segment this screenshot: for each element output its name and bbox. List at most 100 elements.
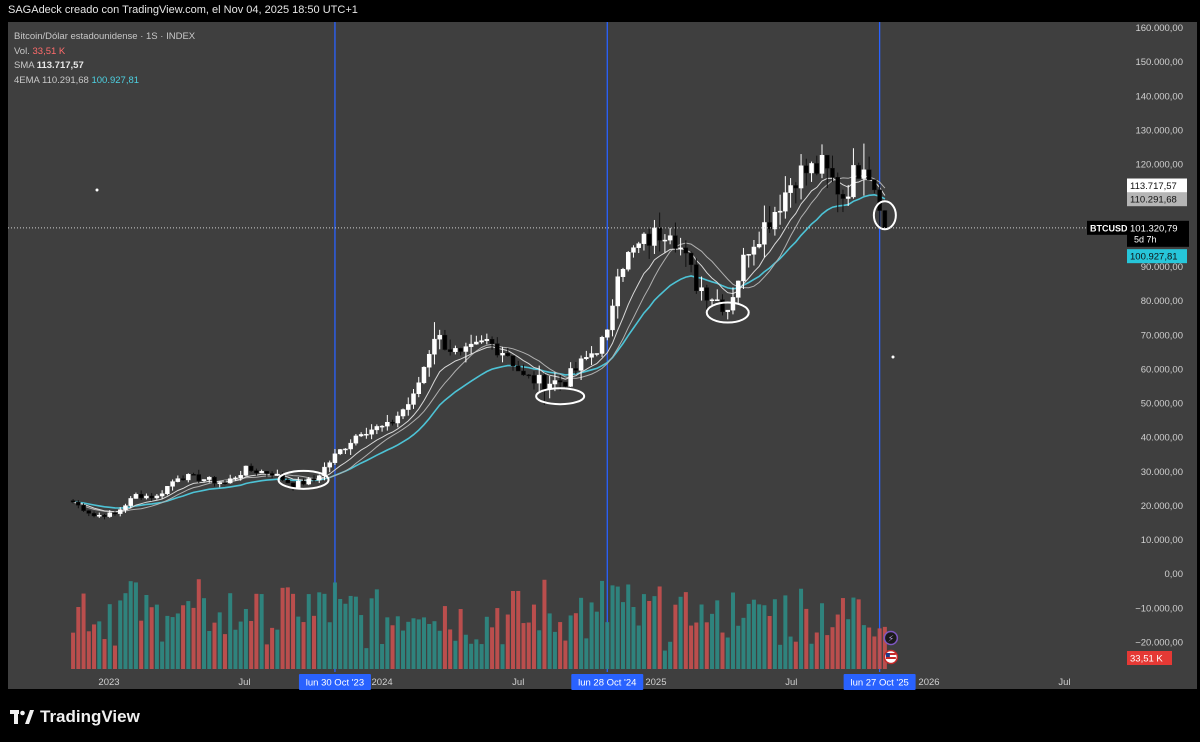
candle [259, 469, 264, 474]
volume-bar [589, 602, 594, 669]
volume-bar [500, 644, 505, 669]
volume-bar [332, 582, 337, 669]
candle-body [835, 177, 840, 195]
volume-bar [835, 614, 840, 669]
candle-body [316, 475, 322, 481]
candle [128, 496, 133, 509]
candle [531, 371, 537, 390]
volume-bar [327, 622, 332, 669]
legend-volume[interactable]: Vol. 33,51 K [14, 45, 195, 60]
volume-bar [160, 641, 165, 669]
candle-body [275, 473, 280, 476]
volume-bar [757, 604, 762, 669]
volume-bar [364, 648, 369, 669]
candle-body [411, 393, 416, 405]
candle [343, 448, 348, 455]
tradingview-logo-text: TradingView [40, 707, 140, 726]
candle-body [625, 252, 631, 270]
candle [191, 472, 196, 476]
candle [547, 376, 552, 399]
candle [605, 329, 610, 341]
candle [673, 222, 678, 253]
volume-bar [793, 641, 798, 669]
volume-bar [516, 590, 521, 669]
candle-body [746, 254, 751, 256]
candle-body [107, 512, 112, 517]
price-tick-label: 150.000,00 [1135, 57, 1183, 68]
candle [641, 232, 647, 251]
volume-price-label: 33,51 K [1127, 651, 1172, 665]
candle-body [741, 254, 746, 282]
volume-bar [741, 617, 746, 669]
candle-body [91, 513, 97, 517]
candle [212, 476, 217, 487]
candle-body [212, 476, 217, 484]
legend-vol-label: Vol. [14, 45, 30, 57]
candle-body [599, 336, 605, 354]
legend-sma[interactable]: SMA 113.717,57 [14, 59, 195, 74]
volume-bar [421, 617, 426, 669]
volume-bar [123, 593, 128, 669]
candle [411, 388, 416, 409]
volume-bar [233, 629, 238, 669]
candle [369, 424, 374, 440]
volume-bar [846, 619, 851, 669]
candle [463, 342, 469, 363]
candle [186, 473, 191, 483]
candle-body [526, 374, 531, 377]
candle-body [343, 448, 348, 451]
candle [316, 474, 322, 483]
candle [652, 219, 657, 254]
legend-vol-value: 33,51 K [32, 45, 66, 57]
sma-price-label: 113.717,57 [1127, 178, 1187, 193]
candle [332, 448, 338, 465]
candle [489, 336, 495, 350]
candle-body [81, 504, 86, 511]
volume-bar [830, 627, 835, 669]
candle-body [327, 462, 332, 468]
candle [165, 486, 170, 496]
candle-body [646, 233, 652, 246]
volume-bar [610, 585, 615, 669]
volume-bar [181, 605, 186, 669]
volume-bar [380, 643, 385, 669]
candle-body [133, 494, 139, 499]
tradingview-logo[interactable]: TradingView [10, 707, 140, 727]
attribution-text: SAGAdeck creado con TradingView.com, el … [8, 4, 358, 16]
volume-bar [207, 630, 212, 669]
candle [102, 513, 107, 520]
candle [353, 434, 359, 446]
volume-bar [374, 589, 379, 669]
volume-bar [547, 613, 552, 669]
candle-body [159, 493, 165, 497]
time-tick-label: 2025 [645, 677, 666, 688]
candle [196, 469, 202, 484]
last-price-bg [1127, 220, 1189, 247]
price-tick-label: 160.000,00 [1135, 23, 1183, 34]
volume-bar [799, 588, 804, 669]
legend-ema[interactable]: 4EMA 110.291,68 100.927,81 [14, 74, 195, 89]
candle [793, 182, 799, 204]
price-tick-label: 20.000,00 [1141, 501, 1183, 512]
price-tick-label: 80.000,00 [1141, 296, 1183, 307]
volume-bar [704, 622, 709, 669]
candle-body [416, 382, 421, 394]
candle-body [453, 348, 458, 352]
candle [474, 335, 479, 345]
candle-body [516, 365, 521, 372]
volume-bar [673, 604, 678, 669]
volume-bar [584, 638, 589, 669]
volume-bar [285, 587, 290, 669]
candle-body [112, 512, 118, 515]
legend-symbol[interactable]: Bitcoin/Dólar estadounidense · 1S · INDE… [14, 31, 196, 42]
volume-bar [463, 634, 468, 669]
candle-body [788, 185, 793, 193]
volume-bar [170, 617, 175, 669]
volume-bar [186, 601, 191, 669]
price-tick-label: −10.000,00 [1135, 603, 1183, 614]
volume-bar [86, 631, 91, 669]
candle-body [872, 179, 877, 191]
time-axis: 2023 Jul 2024 Jul 2025 Jul 2026 Jul [98, 677, 1070, 688]
volume-bar [102, 639, 107, 669]
